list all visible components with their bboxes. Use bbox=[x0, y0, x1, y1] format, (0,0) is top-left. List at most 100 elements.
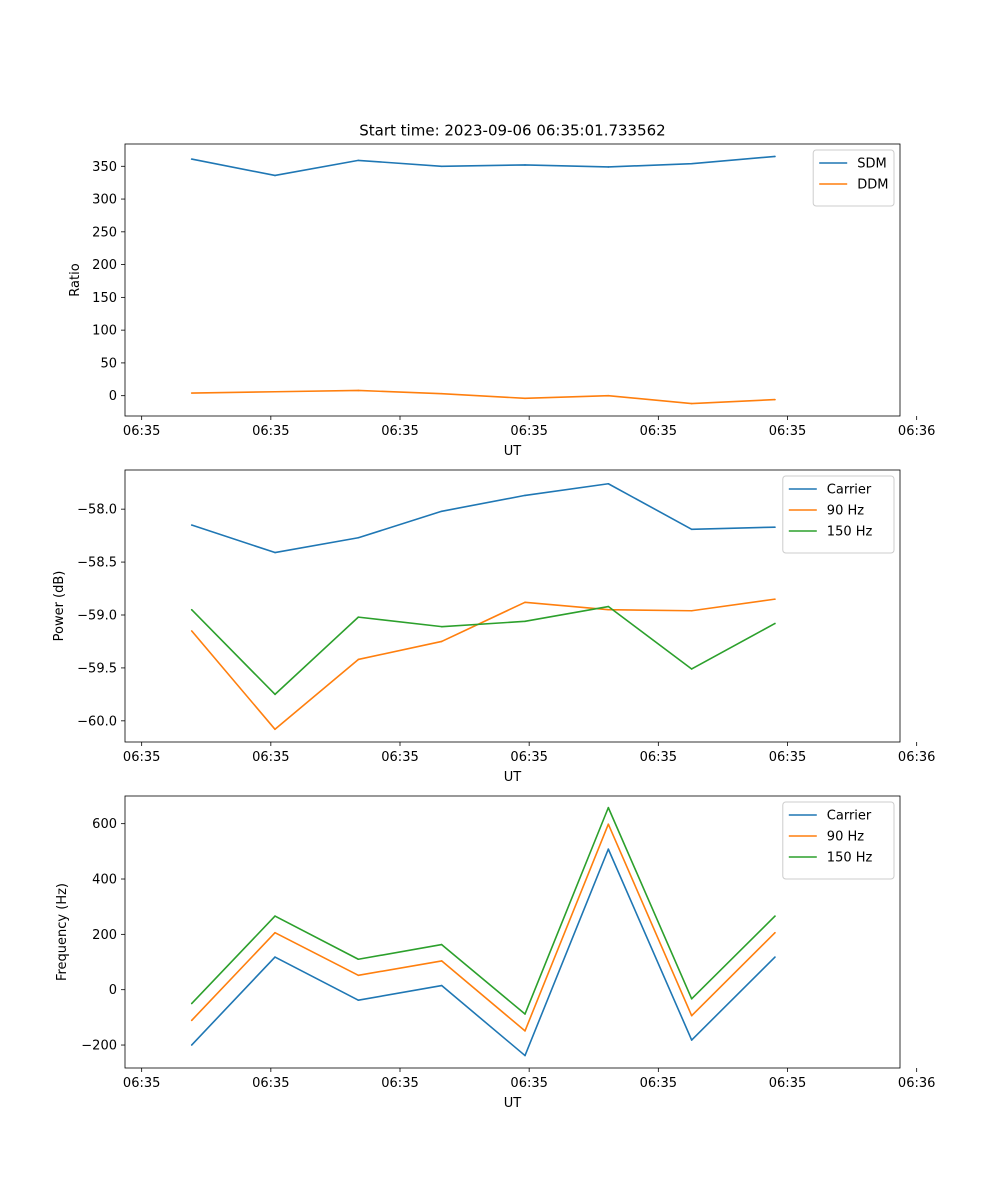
y-tick-label: 250 bbox=[92, 225, 117, 240]
data-point-150-hz bbox=[274, 915, 276, 917]
y-tick-label: −60.0 bbox=[77, 714, 117, 729]
axes-frame bbox=[124, 795, 901, 1069]
data-point-90-hz bbox=[524, 601, 526, 604]
y-tick-label: 0 bbox=[109, 389, 117, 404]
x-tick-label: 06:35 bbox=[123, 1076, 160, 1091]
y-tick-label: 0 bbox=[109, 983, 117, 998]
y-tick-label: 150 bbox=[92, 291, 117, 306]
data-point-90-hz bbox=[357, 974, 360, 977]
y-tick-label: −58.0 bbox=[77, 503, 117, 518]
x-tick-label: 06:35 bbox=[640, 1076, 677, 1091]
data-point-150-hz bbox=[190, 1002, 193, 1005]
data-point-150-hz bbox=[440, 943, 443, 946]
data-point-ddm bbox=[440, 392, 443, 395]
x-tick-label: 06:35 bbox=[640, 750, 677, 765]
data-point-sdm bbox=[524, 164, 526, 166]
series-ddm bbox=[190, 389, 776, 405]
data-point-150-hz bbox=[690, 668, 693, 670]
data-point-90-hz bbox=[440, 640, 443, 643]
data-point-carrier bbox=[524, 494, 526, 497]
chart-panel-1: 06:35 06:35 06:35 06:35 06:35 06:35 06:36 0 50 10… bbox=[68, 143, 935, 459]
y-tick-label: 200 bbox=[92, 258, 117, 273]
x-tick-label: 06:35 bbox=[510, 750, 547, 765]
x-axis-label: UT bbox=[504, 770, 522, 785]
data-point-carrier bbox=[190, 524, 193, 526]
series-line-150-hz bbox=[191, 605, 776, 696]
data-point-carrier bbox=[774, 956, 776, 958]
data-point-90-hz bbox=[774, 931, 776, 934]
data-point-90-hz bbox=[524, 1030, 526, 1032]
y-tick-label: 50 bbox=[100, 356, 117, 371]
series-carrier bbox=[190, 848, 776, 1057]
axes-frame bbox=[124, 469, 901, 743]
series-90-hz bbox=[190, 823, 776, 1032]
x-tick-label: 06:35 bbox=[252, 750, 289, 765]
data-point-sdm bbox=[774, 155, 776, 158]
legend-box bbox=[812, 149, 895, 207]
data-point-carrier bbox=[274, 956, 276, 958]
x-tick-label: 06:35 bbox=[769, 1076, 806, 1091]
data-point-sdm bbox=[607, 166, 610, 168]
data-point-150-hz bbox=[524, 620, 526, 623]
y-tick-label: 200 bbox=[92, 928, 117, 943]
data-point-150-hz bbox=[524, 1013, 526, 1015]
data-point-carrier bbox=[524, 1054, 526, 1057]
data-point-ddm bbox=[774, 398, 776, 401]
data-point-carrier bbox=[357, 999, 360, 1002]
series-sdm bbox=[190, 155, 776, 177]
legend-label-90-hz: 90 Hz bbox=[827, 504, 864, 519]
y-tick-label: −59.5 bbox=[77, 661, 117, 676]
data-point-sdm bbox=[690, 162, 693, 165]
data-point-ddm bbox=[190, 392, 193, 394]
data-point-90-hz bbox=[690, 1014, 693, 1017]
y-tick-label: 100 bbox=[92, 324, 117, 339]
legend-label-ddm: DDM bbox=[857, 178, 888, 193]
data-point-150-hz bbox=[357, 616, 360, 618]
series-90-hz bbox=[190, 598, 776, 731]
x-axis-label: UT bbox=[504, 1096, 522, 1111]
y-tick-label: 600 bbox=[92, 817, 117, 832]
data-point-carrier bbox=[440, 984, 443, 987]
x-tick-label: 06:35 bbox=[640, 424, 677, 439]
x-tick-label: 06:35 bbox=[381, 750, 418, 765]
y-axis-label: Power (dB) bbox=[52, 571, 67, 642]
data-point-90-hz bbox=[440, 960, 443, 962]
x-axis-label: UT bbox=[504, 444, 522, 459]
data-point-150-hz bbox=[774, 622, 776, 625]
legend-label-carrier: Carrier bbox=[827, 483, 872, 498]
data-point-carrier bbox=[774, 526, 776, 528]
legend-label-carrier: Carrier bbox=[827, 809, 872, 824]
data-point-150-hz bbox=[607, 806, 610, 809]
data-point-90-hz bbox=[607, 608, 610, 611]
data-point-150-hz bbox=[440, 625, 443, 628]
legend-label-150-hz: 150 Hz bbox=[827, 851, 873, 866]
legend-label-150-hz: 150 Hz bbox=[827, 525, 873, 540]
x-tick-label: 06:35 bbox=[769, 424, 806, 439]
data-point-150-hz bbox=[607, 605, 610, 608]
legend-box bbox=[782, 801, 895, 880]
y-tick-label: 400 bbox=[92, 873, 117, 888]
data-point-90-hz bbox=[774, 598, 776, 600]
x-tick-label: 06:35 bbox=[252, 424, 289, 439]
data-point-carrier bbox=[190, 1044, 193, 1046]
y-tick-label: 350 bbox=[92, 160, 117, 175]
data-point-carrier bbox=[607, 848, 610, 850]
x-tick-label: 06:35 bbox=[381, 424, 418, 439]
series-line-90-hz bbox=[191, 598, 776, 731]
series-line-carrier bbox=[191, 482, 776, 554]
chart-panel-3: 06:35 06:35 06:35 06:35 06:35 06:35 06:36 −200 0… bbox=[55, 795, 935, 1111]
panels: 06:35 06:35 06:35 06:35 06:35 06:35 06:36 0 50 10… bbox=[52, 143, 935, 1111]
x-tick-label: 06:36 bbox=[898, 1076, 935, 1091]
data-point-150-hz bbox=[357, 958, 360, 961]
data-point-ddm bbox=[524, 397, 526, 400]
data-point-90-hz bbox=[274, 728, 276, 731]
data-point-carrier bbox=[357, 536, 360, 539]
data-point-90-hz bbox=[190, 1019, 193, 1022]
legend: Carrier 90 Hz 150 Hz bbox=[782, 475, 895, 554]
x-tick-label: 06:36 bbox=[898, 424, 935, 439]
legend-box bbox=[782, 475, 895, 554]
data-point-90-hz bbox=[274, 931, 276, 934]
x-tick-label: 06:36 bbox=[898, 750, 935, 765]
data-point-90-hz bbox=[357, 658, 360, 661]
data-point-150-hz bbox=[690, 998, 693, 1000]
